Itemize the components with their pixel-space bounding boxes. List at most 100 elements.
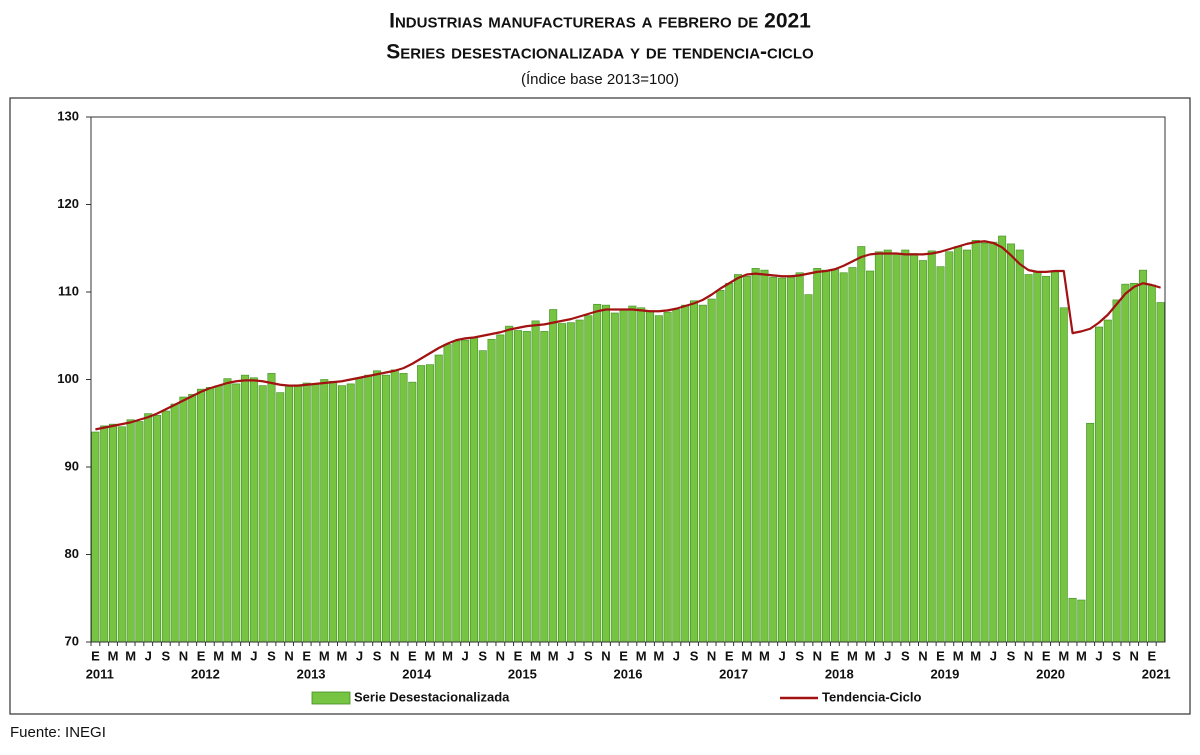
bar [778, 277, 787, 643]
bar [839, 272, 848, 643]
x-tick-label: M [213, 648, 224, 663]
bar [232, 383, 241, 643]
bar [804, 294, 813, 643]
bar [100, 425, 109, 643]
bar [399, 373, 408, 643]
bar [725, 282, 734, 643]
bar [1033, 271, 1042, 643]
bar [646, 310, 655, 643]
bar [1024, 274, 1033, 643]
bar [936, 266, 945, 643]
x-tick-label: N [390, 648, 399, 663]
bar [408, 381, 417, 643]
bar [1015, 249, 1024, 643]
bar [1103, 319, 1112, 643]
bar [425, 364, 434, 643]
bar [637, 307, 646, 643]
x-tick-label: M [425, 648, 436, 663]
x-tick-label: M [1076, 648, 1087, 663]
x-tick-label: N [601, 648, 610, 663]
bar [760, 269, 769, 643]
x-tick-label: M [125, 648, 136, 663]
chart-title: Industrias manufactureras a febrero de 2… [389, 10, 811, 33]
bar [117, 426, 126, 643]
y-tick-label: 110 [58, 283, 79, 298]
x-tick-label: N [179, 648, 188, 663]
bar [910, 253, 919, 643]
bar [276, 392, 285, 643]
y-tick-label: 80 [65, 546, 79, 561]
bar [531, 320, 540, 643]
bar [857, 246, 866, 643]
bar [188, 394, 197, 643]
bar [267, 373, 276, 643]
y-tick-label: 130 [57, 108, 79, 123]
bar [153, 415, 162, 643]
bar [918, 260, 927, 643]
bar [364, 374, 373, 643]
x-year-label: 2014 [402, 666, 432, 681]
bar [329, 380, 338, 643]
x-tick-label: M [442, 648, 453, 663]
legend-label: Serie Desestacionalizada [354, 689, 510, 704]
bar [1042, 275, 1051, 643]
bar [443, 344, 452, 643]
bar [381, 374, 390, 643]
x-tick-label: M [1058, 648, 1069, 663]
bar [469, 337, 478, 643]
bar [311, 383, 320, 643]
bar [241, 374, 250, 643]
x-tick-label: M [865, 648, 876, 663]
x-year-label: 2021 [1142, 666, 1171, 681]
bar [769, 276, 778, 643]
bar [945, 251, 954, 643]
x-tick-label: E [1042, 648, 1051, 663]
x-tick-label: N [707, 648, 716, 663]
bar [663, 311, 672, 643]
x-tick-label: N [918, 648, 927, 663]
bar [742, 275, 751, 643]
bar [874, 251, 883, 643]
bar [883, 249, 892, 643]
bar [734, 274, 743, 643]
bar [337, 385, 346, 643]
x-year-label: 2011 [86, 666, 114, 681]
x-tick-label: E [1147, 648, 1156, 663]
bar [980, 242, 989, 643]
y-tick-label: 100 [57, 371, 79, 386]
bar [998, 235, 1007, 643]
bar [1006, 243, 1015, 643]
y-tick-label: 90 [65, 458, 79, 473]
bar [126, 419, 135, 643]
x-year-label: 2013 [297, 666, 326, 681]
bar [1086, 422, 1095, 643]
x-tick-label: J [1095, 648, 1102, 663]
bar [417, 365, 426, 643]
x-tick-label: E [302, 648, 311, 663]
x-tick-label: S [1007, 648, 1016, 663]
bar [989, 241, 998, 643]
x-tick-label: E [408, 648, 417, 663]
bar [1050, 271, 1059, 643]
bar [848, 267, 857, 643]
bar [487, 338, 496, 643]
bar [1068, 597, 1077, 643]
bar [513, 330, 522, 643]
bar [293, 384, 302, 643]
bar [285, 385, 294, 643]
x-tick-label: J [356, 648, 363, 663]
bar [557, 323, 566, 643]
bar [813, 268, 822, 643]
bar [654, 315, 663, 643]
bar [320, 379, 329, 643]
x-tick-label: J [673, 648, 680, 663]
bar [628, 305, 637, 643]
bar [373, 370, 382, 643]
x-tick-label: J [778, 648, 785, 663]
bar [584, 315, 593, 643]
bar [681, 304, 690, 643]
bar [795, 272, 804, 643]
x-tick-label: M [741, 648, 752, 663]
bar [346, 383, 355, 643]
